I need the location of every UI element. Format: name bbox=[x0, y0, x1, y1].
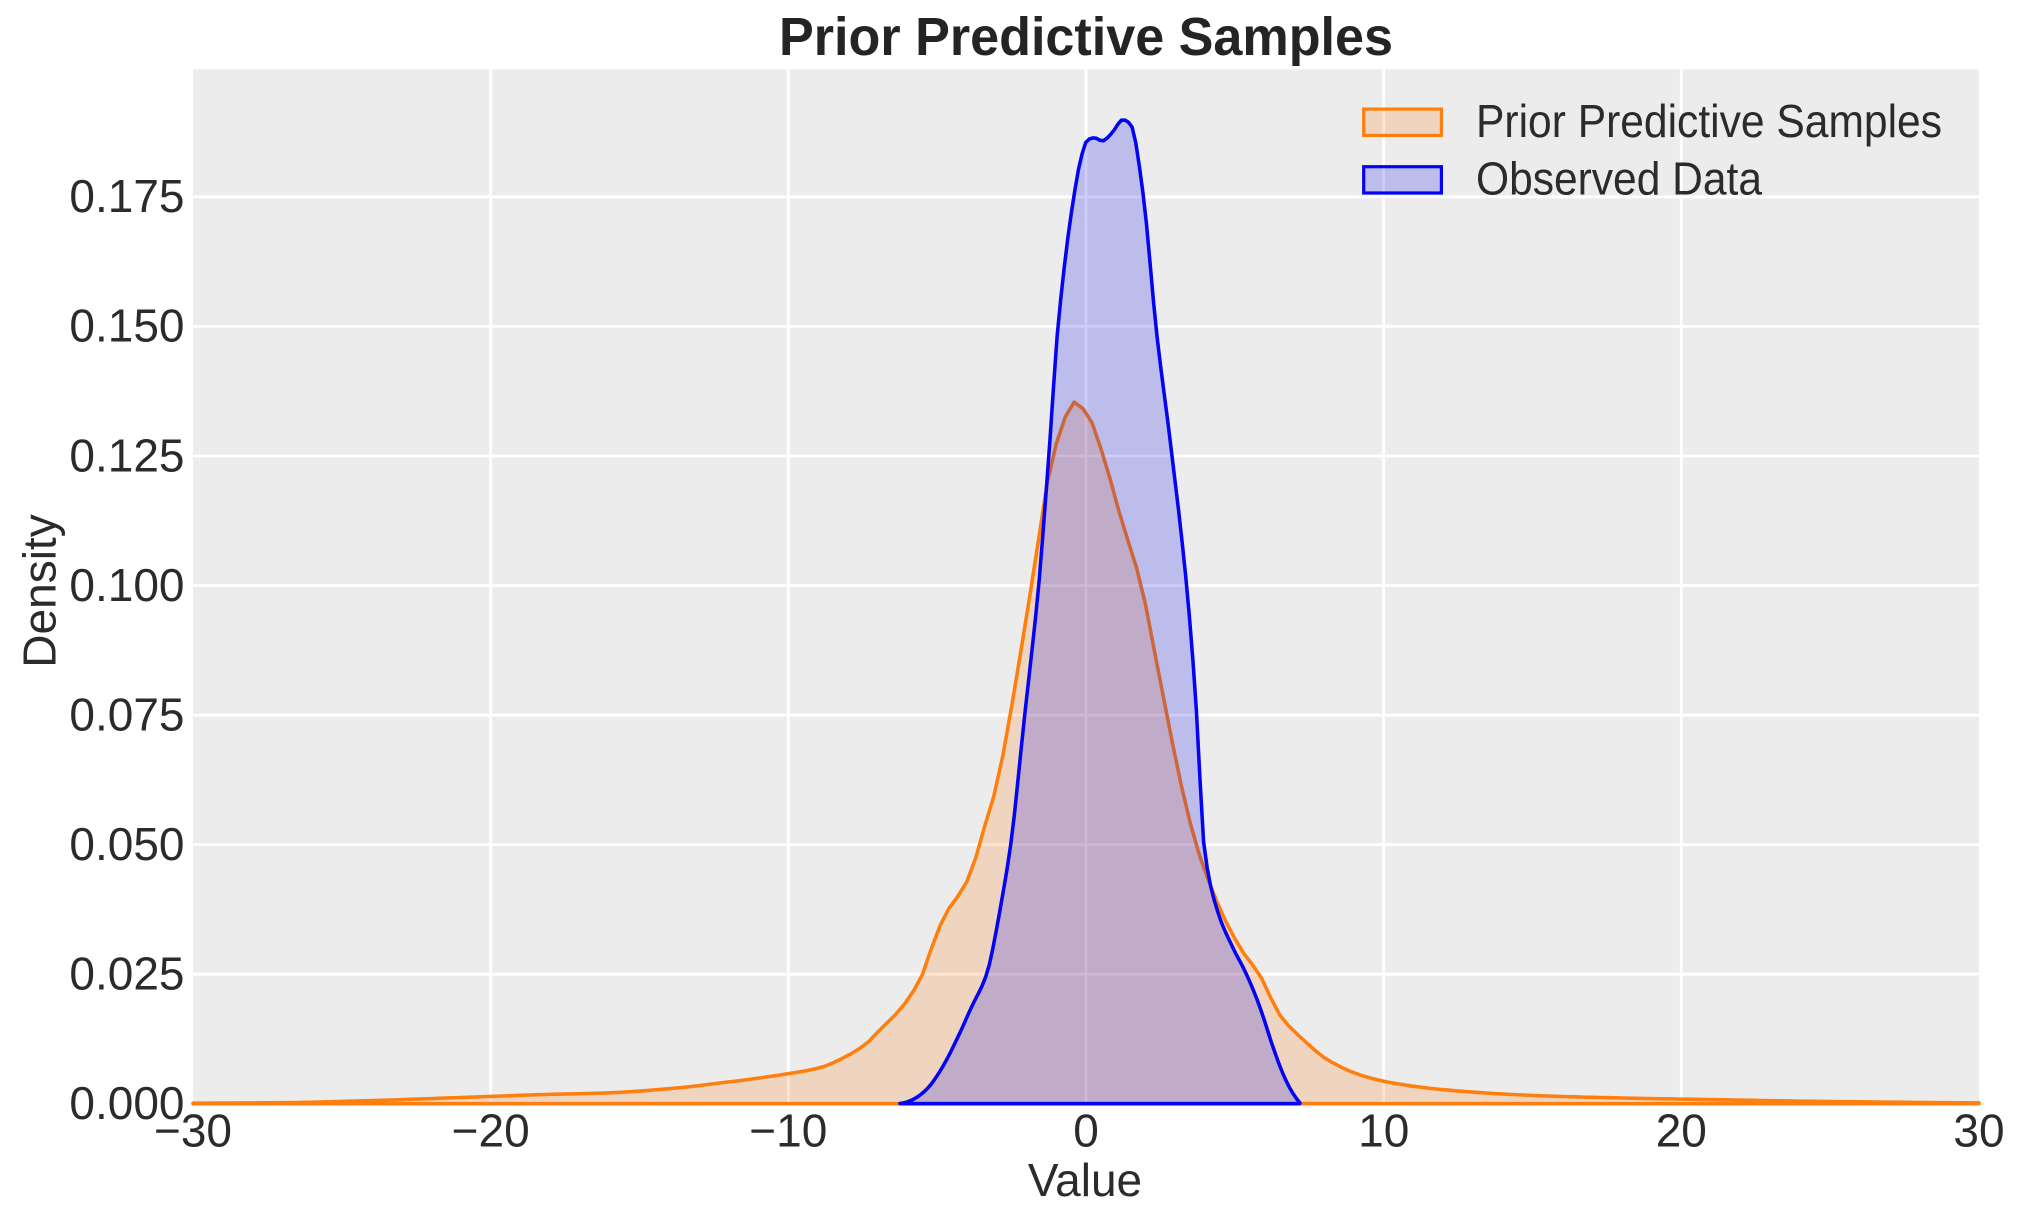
svg-text:0.100: 0.100 bbox=[69, 559, 184, 611]
svg-text:−30: −30 bbox=[154, 1104, 232, 1156]
svg-text:Prior Predictive Samples: Prior Predictive Samples bbox=[1476, 95, 1942, 147]
svg-text:30: 30 bbox=[1953, 1104, 2004, 1156]
svg-text:20: 20 bbox=[1656, 1104, 1707, 1156]
svg-text:Value: Value bbox=[1028, 1154, 1142, 1206]
svg-text:Observed Data: Observed Data bbox=[1476, 153, 1762, 205]
svg-text:−20: −20 bbox=[452, 1104, 530, 1156]
svg-text:0.025: 0.025 bbox=[69, 948, 184, 1000]
svg-text:0.050: 0.050 bbox=[69, 818, 184, 870]
svg-text:10: 10 bbox=[1358, 1104, 1409, 1156]
svg-text:0.075: 0.075 bbox=[69, 688, 184, 740]
svg-text:0.000: 0.000 bbox=[69, 1077, 184, 1129]
svg-text:0: 0 bbox=[1073, 1104, 1099, 1156]
svg-text:0.150: 0.150 bbox=[69, 300, 184, 352]
svg-text:Density: Density bbox=[14, 514, 66, 667]
svg-text:0.125: 0.125 bbox=[69, 429, 184, 481]
svg-text:Prior Predictive Samples: Prior Predictive Samples bbox=[779, 8, 1393, 67]
svg-text:0.175: 0.175 bbox=[69, 170, 184, 222]
svg-text:−10: −10 bbox=[749, 1104, 827, 1156]
